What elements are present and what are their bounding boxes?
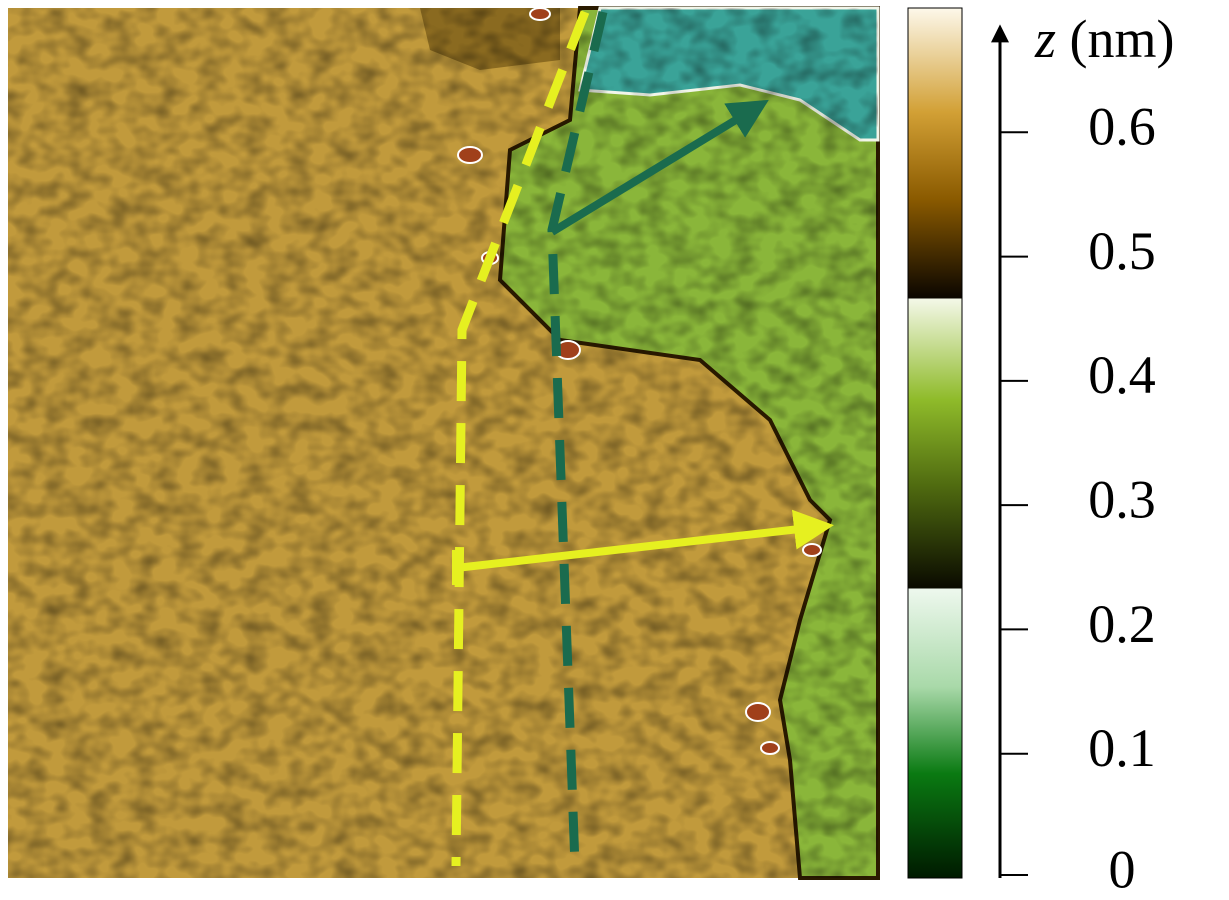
axis-symbol: z — [1034, 9, 1056, 69]
topography-image — [8, 6, 880, 880]
tick-label: 0.4 — [1088, 345, 1156, 405]
tick-label: 0 — [1109, 839, 1136, 899]
axis-unit: (nm) — [1070, 9, 1175, 69]
colorbar — [907, 7, 963, 879]
tick-label: 0.1 — [1088, 718, 1156, 778]
axis-label: z (nm) — [1034, 9, 1174, 69]
tick-label: 0.3 — [1088, 470, 1156, 530]
tick-label: 0.5 — [1088, 221, 1156, 281]
tick-label: 0.6 — [1088, 97, 1156, 157]
tick-label: 0.2 — [1088, 594, 1156, 654]
